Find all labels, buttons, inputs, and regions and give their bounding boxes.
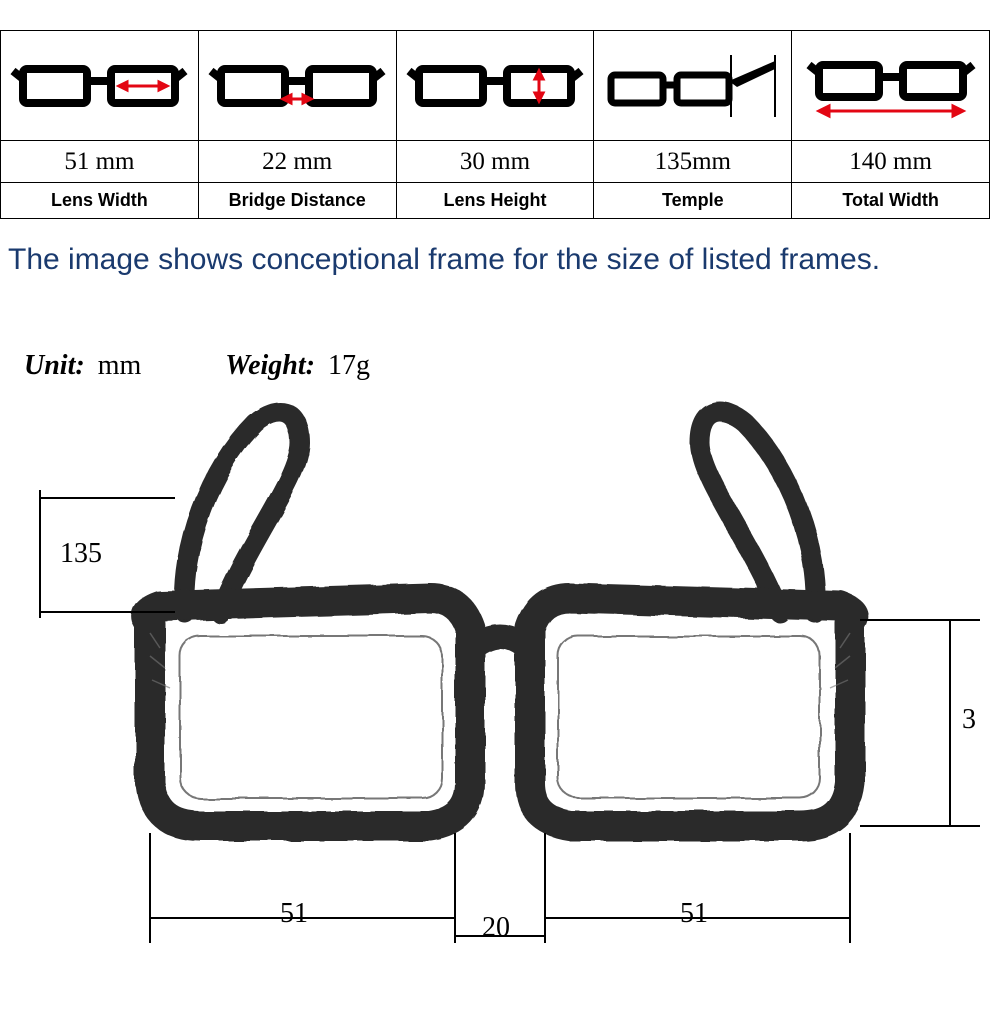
lens-width-value: 51 mm bbox=[1, 141, 199, 183]
unit-value: mm bbox=[98, 350, 142, 381]
temple-icon-cell bbox=[594, 31, 792, 141]
bridge-distance-label: Bridge Distance bbox=[198, 183, 396, 219]
lens-height-icon-cell bbox=[396, 31, 594, 141]
dim-lens-height: 3 bbox=[962, 704, 976, 736]
spec-table-icon-row bbox=[1, 31, 990, 141]
bridge-distance-value: 22 mm bbox=[198, 141, 396, 183]
lens-height-icon bbox=[405, 41, 585, 131]
temple-value: 135mm bbox=[594, 141, 792, 183]
total-width-value: 140 mm bbox=[792, 141, 990, 183]
meta-line: Unit: mm Weight: 17g bbox=[24, 350, 1000, 382]
temple-icon bbox=[603, 41, 783, 131]
spec-table-value-row: 51 mm 22 mm 30 mm 135mm 140 mm bbox=[1, 141, 990, 183]
total-width-icon bbox=[801, 41, 981, 131]
dim-lens-left: 51 bbox=[280, 898, 308, 930]
spec-table: 51 mm 22 mm 30 mm 135mm 140 mm Lens Widt… bbox=[0, 30, 990, 219]
glasses-sketch: 135 3 51 20 51 bbox=[0, 388, 1000, 948]
temple-label: Temple bbox=[594, 183, 792, 219]
lens-height-label: Lens Height bbox=[396, 183, 594, 219]
caption-text: The image shows conceptional frame for t… bbox=[8, 237, 992, 284]
lens-width-label: Lens Width bbox=[1, 183, 199, 219]
dim-bridge: 20 bbox=[482, 912, 510, 944]
lens-width-icon bbox=[9, 41, 189, 131]
bridge-distance-icon bbox=[207, 41, 387, 131]
dim-lens-right: 51 bbox=[680, 898, 708, 930]
weight-label: Weight: bbox=[225, 350, 315, 381]
dim-temple: 135 bbox=[60, 538, 102, 570]
bridge-distance-icon-cell bbox=[198, 31, 396, 141]
weight-value: 17g bbox=[328, 350, 370, 381]
total-width-label: Total Width bbox=[792, 183, 990, 219]
spec-table-label-row: Lens Width Bridge Distance Lens Height T… bbox=[1, 183, 990, 219]
lens-width-icon-cell bbox=[1, 31, 199, 141]
total-width-icon-cell bbox=[792, 31, 990, 141]
unit-label: Unit: bbox=[24, 350, 85, 381]
lens-height-value: 30 mm bbox=[396, 141, 594, 183]
